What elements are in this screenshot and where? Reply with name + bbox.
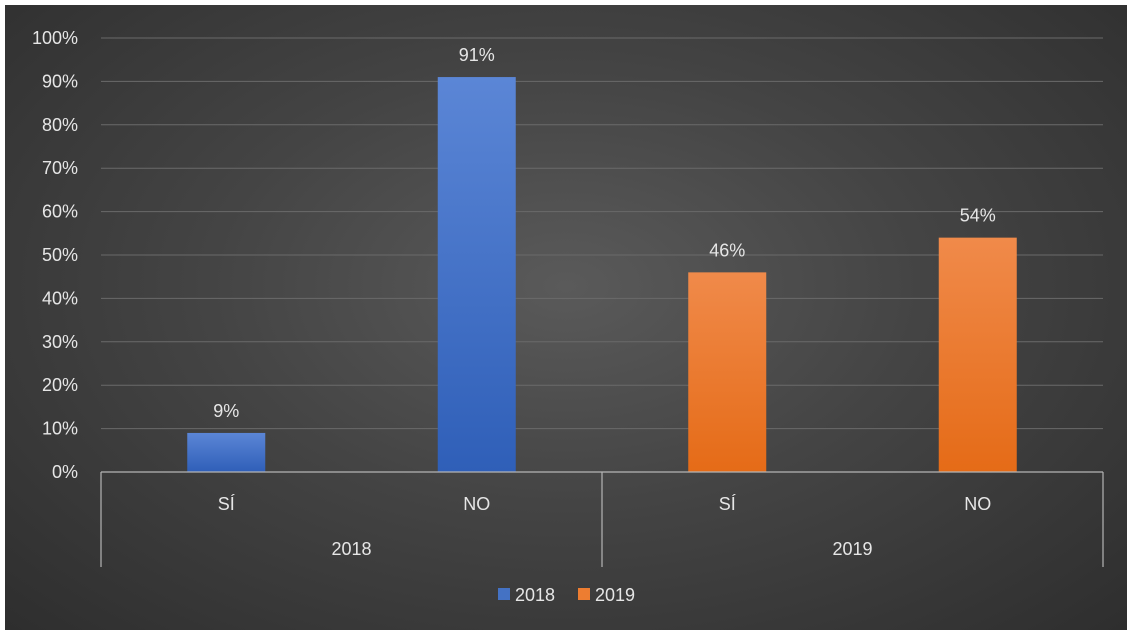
y-tick-label: 60% xyxy=(42,202,78,222)
legend: 2018 2019 xyxy=(498,585,635,605)
data-label: 54% xyxy=(960,206,996,226)
data-label: 9% xyxy=(213,401,239,421)
y-tick-label: 100% xyxy=(32,28,78,48)
y-tick-label: 0% xyxy=(52,462,78,482)
x-axis: SÍ NO SÍ NO 2018 2019 xyxy=(100,471,1104,567)
legend-swatch-2018 xyxy=(498,588,510,600)
y-axis: 0% 10% 20% 30% 40% 50% 60% 70% 80% 90% 100% xyxy=(32,28,78,482)
bar-2018-sí xyxy=(187,432,266,472)
data-labels: 9% 91% 46% 54% xyxy=(213,45,996,421)
legend-label-2018: 2018 xyxy=(515,585,555,605)
y-tick-label: 50% xyxy=(42,245,78,265)
y-tick-label: 40% xyxy=(42,288,78,308)
data-label: 46% xyxy=(709,240,745,260)
chart-area: 0% 10% 20% 30% 40% 50% 60% 70% 80% 90% 100% 9% 91% 4… xyxy=(5,5,1127,630)
x-category-label: SÍ xyxy=(719,494,736,514)
bar-2019-no xyxy=(938,237,1017,472)
legend-swatch-2019 xyxy=(578,588,590,600)
y-tick-label: 10% xyxy=(42,419,78,439)
x-category-label: NO xyxy=(964,494,991,514)
x-group-label: 2018 xyxy=(331,539,371,559)
bar-2018-no xyxy=(437,77,516,472)
bar-chart: 0% 10% 20% 30% 40% 50% 60% 70% 80% 90% 100% 9% 91% 4… xyxy=(32,28,1104,605)
x-category-label: NO xyxy=(463,494,490,514)
x-group-label: 2019 xyxy=(832,539,872,559)
bar-2019-sí xyxy=(688,272,767,472)
gridlines xyxy=(101,37,1103,430)
legend-label-2019: 2019 xyxy=(595,585,635,605)
y-tick-label: 30% xyxy=(42,332,78,352)
y-tick-label: 90% xyxy=(42,71,78,91)
y-tick-label: 20% xyxy=(42,375,78,395)
data-label: 91% xyxy=(459,45,495,65)
x-category-label: SÍ xyxy=(218,494,235,514)
bars xyxy=(187,77,1017,472)
y-tick-label: 70% xyxy=(42,158,78,178)
y-tick-label: 80% xyxy=(42,115,78,135)
